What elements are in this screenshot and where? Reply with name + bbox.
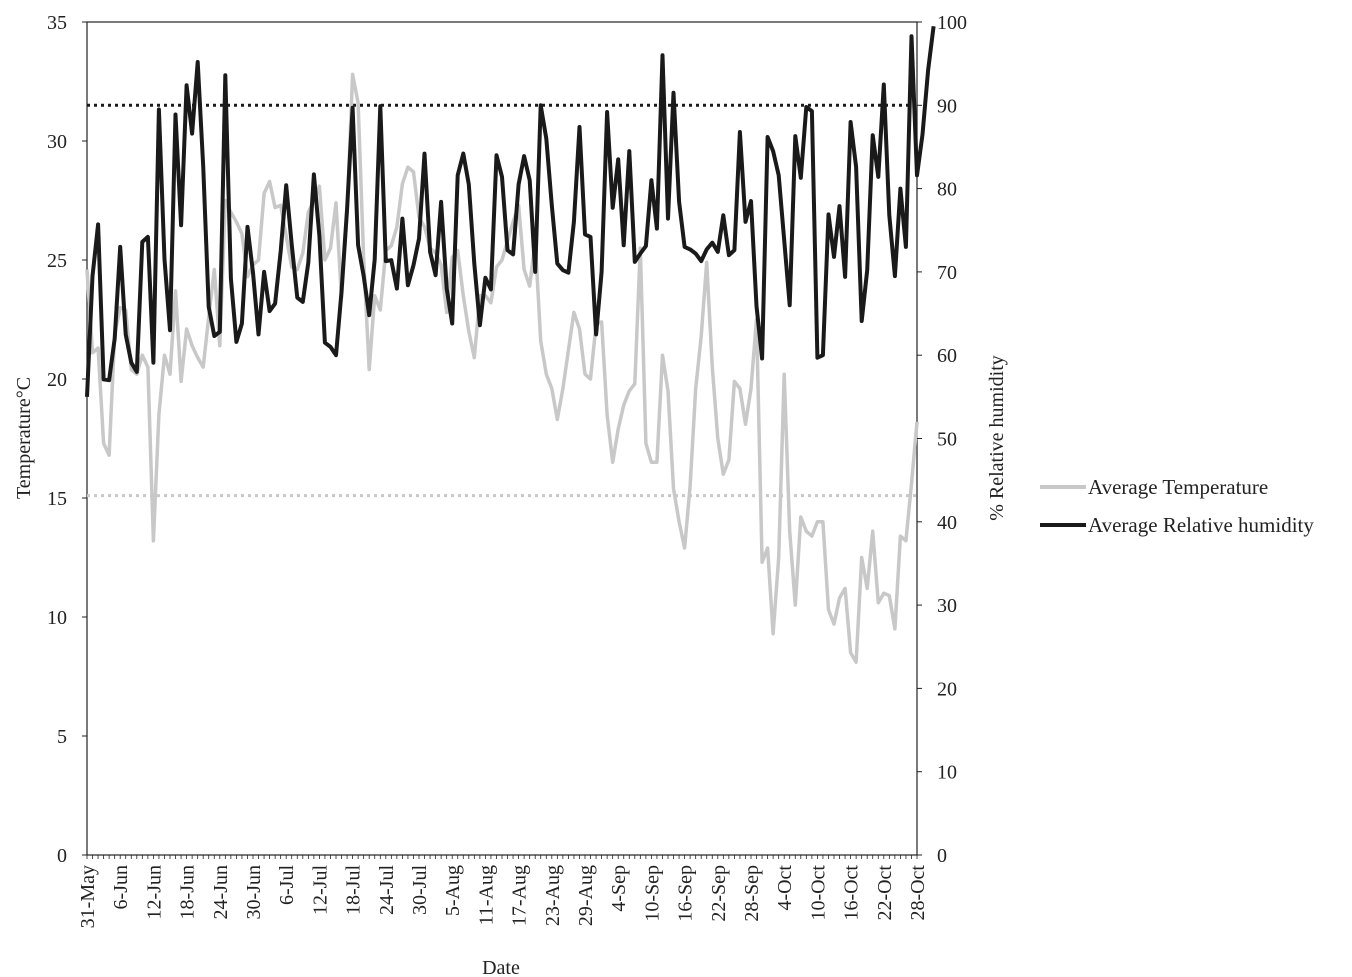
x-tick-label: 10-Sep	[641, 865, 663, 922]
y-axis-right: 0 10 20 30 40 50 60 70 80 90 100	[917, 12, 967, 867]
x-tick-label: 12-Jul	[309, 865, 331, 915]
x-tick-label: 30-Jul	[409, 865, 431, 915]
x-tick-label: 17-Aug	[509, 865, 531, 926]
plot-area	[85, 21, 936, 856]
x-tick-label: 28-Sep	[741, 865, 763, 922]
x-tick-label: 10-Oct	[807, 865, 829, 921]
x-tick-label: 16-Oct	[841, 865, 863, 921]
x-tick-label: 16-Sep	[675, 865, 697, 922]
x-tick-label: 29-Aug	[575, 865, 597, 926]
legend-swatch-humidity	[1040, 523, 1086, 527]
y-tick-label: 15	[47, 488, 67, 510]
x-tick-label: 22-Sep	[708, 865, 730, 922]
x-tick-label: 4-Oct	[774, 865, 796, 911]
legend-swatch-temperature	[1040, 485, 1086, 489]
x-axis: 31-May 6-Jun 12-Jun 18-Jun 24-Jun 30-Jun 6-Jul…	[77, 855, 929, 928]
y2-axis-title: % Relative humidity	[986, 355, 1008, 521]
x-tick-label: 22-Oct	[874, 865, 896, 921]
x-tick-label: 23-Aug	[542, 865, 564, 926]
legend-item-average-relative-humidity: Average Relative humidity	[1040, 506, 1352, 544]
x-tick-label: 31-May	[77, 865, 99, 928]
y2-tick-label: 80	[937, 179, 957, 201]
series-line-average-temperature	[85, 72, 919, 664]
y-tick-label: 35	[47, 12, 67, 34]
y-tick-label: 25	[47, 250, 67, 272]
y2-tick-label: 50	[937, 429, 957, 451]
y-tick-label: 10	[47, 607, 67, 629]
x-tick-label: 24-Jul	[376, 865, 398, 915]
x-tick-label: 18-Jul	[343, 865, 365, 915]
legend-item-average-temperature: Average Temperature	[1040, 468, 1352, 506]
y-axis-title: Temperature°C	[13, 377, 35, 499]
y2-tick-label: 70	[937, 262, 957, 284]
x-tick-label: 24-Jun	[210, 865, 232, 919]
x-tick-label: 6-Jul	[276, 865, 298, 905]
y2-tick-label: 20	[937, 678, 957, 700]
y-axis-left: 0 5 10 15 20 25 30 35	[47, 12, 87, 867]
y2-tick-label: 10	[937, 762, 957, 784]
legend-label-temperature: Average Temperature	[1088, 474, 1269, 499]
y2-tick-label: 0	[937, 845, 947, 867]
x-tick-label: 30-Jun	[243, 865, 265, 919]
x-tick-label: 6-Jun	[110, 865, 132, 909]
x-tick-label: 11-Aug	[475, 865, 497, 925]
x-tick-label: 18-Jun	[177, 865, 199, 919]
y-tick-label: 0	[57, 845, 67, 867]
plot-frame	[86, 21, 918, 856]
y-tick-label: 20	[47, 369, 67, 391]
series-line-average-relative-humidity	[85, 25, 936, 397]
x-tick-label: 4-Sep	[608, 865, 630, 912]
y2-tick-label: 90	[937, 95, 957, 117]
y2-tick-label: 100	[937, 12, 967, 34]
x-tick-label: 28-Oct	[907, 865, 929, 921]
x-tick-label: 5-Aug	[442, 865, 464, 916]
legend: Average Temperature Average Relative hum…	[1040, 468, 1352, 544]
y2-tick-label: 30	[937, 595, 957, 617]
y2-tick-label: 60	[937, 345, 957, 367]
x-axis-title: Date	[482, 957, 520, 977]
x-tick-label: 12-Jun	[143, 865, 165, 919]
y2-tick-label: 40	[937, 512, 957, 534]
legend-label-humidity: Average Relative humidity	[1088, 512, 1314, 537]
y-tick-label: 30	[47, 131, 67, 153]
y-tick-label: 5	[57, 726, 67, 748]
